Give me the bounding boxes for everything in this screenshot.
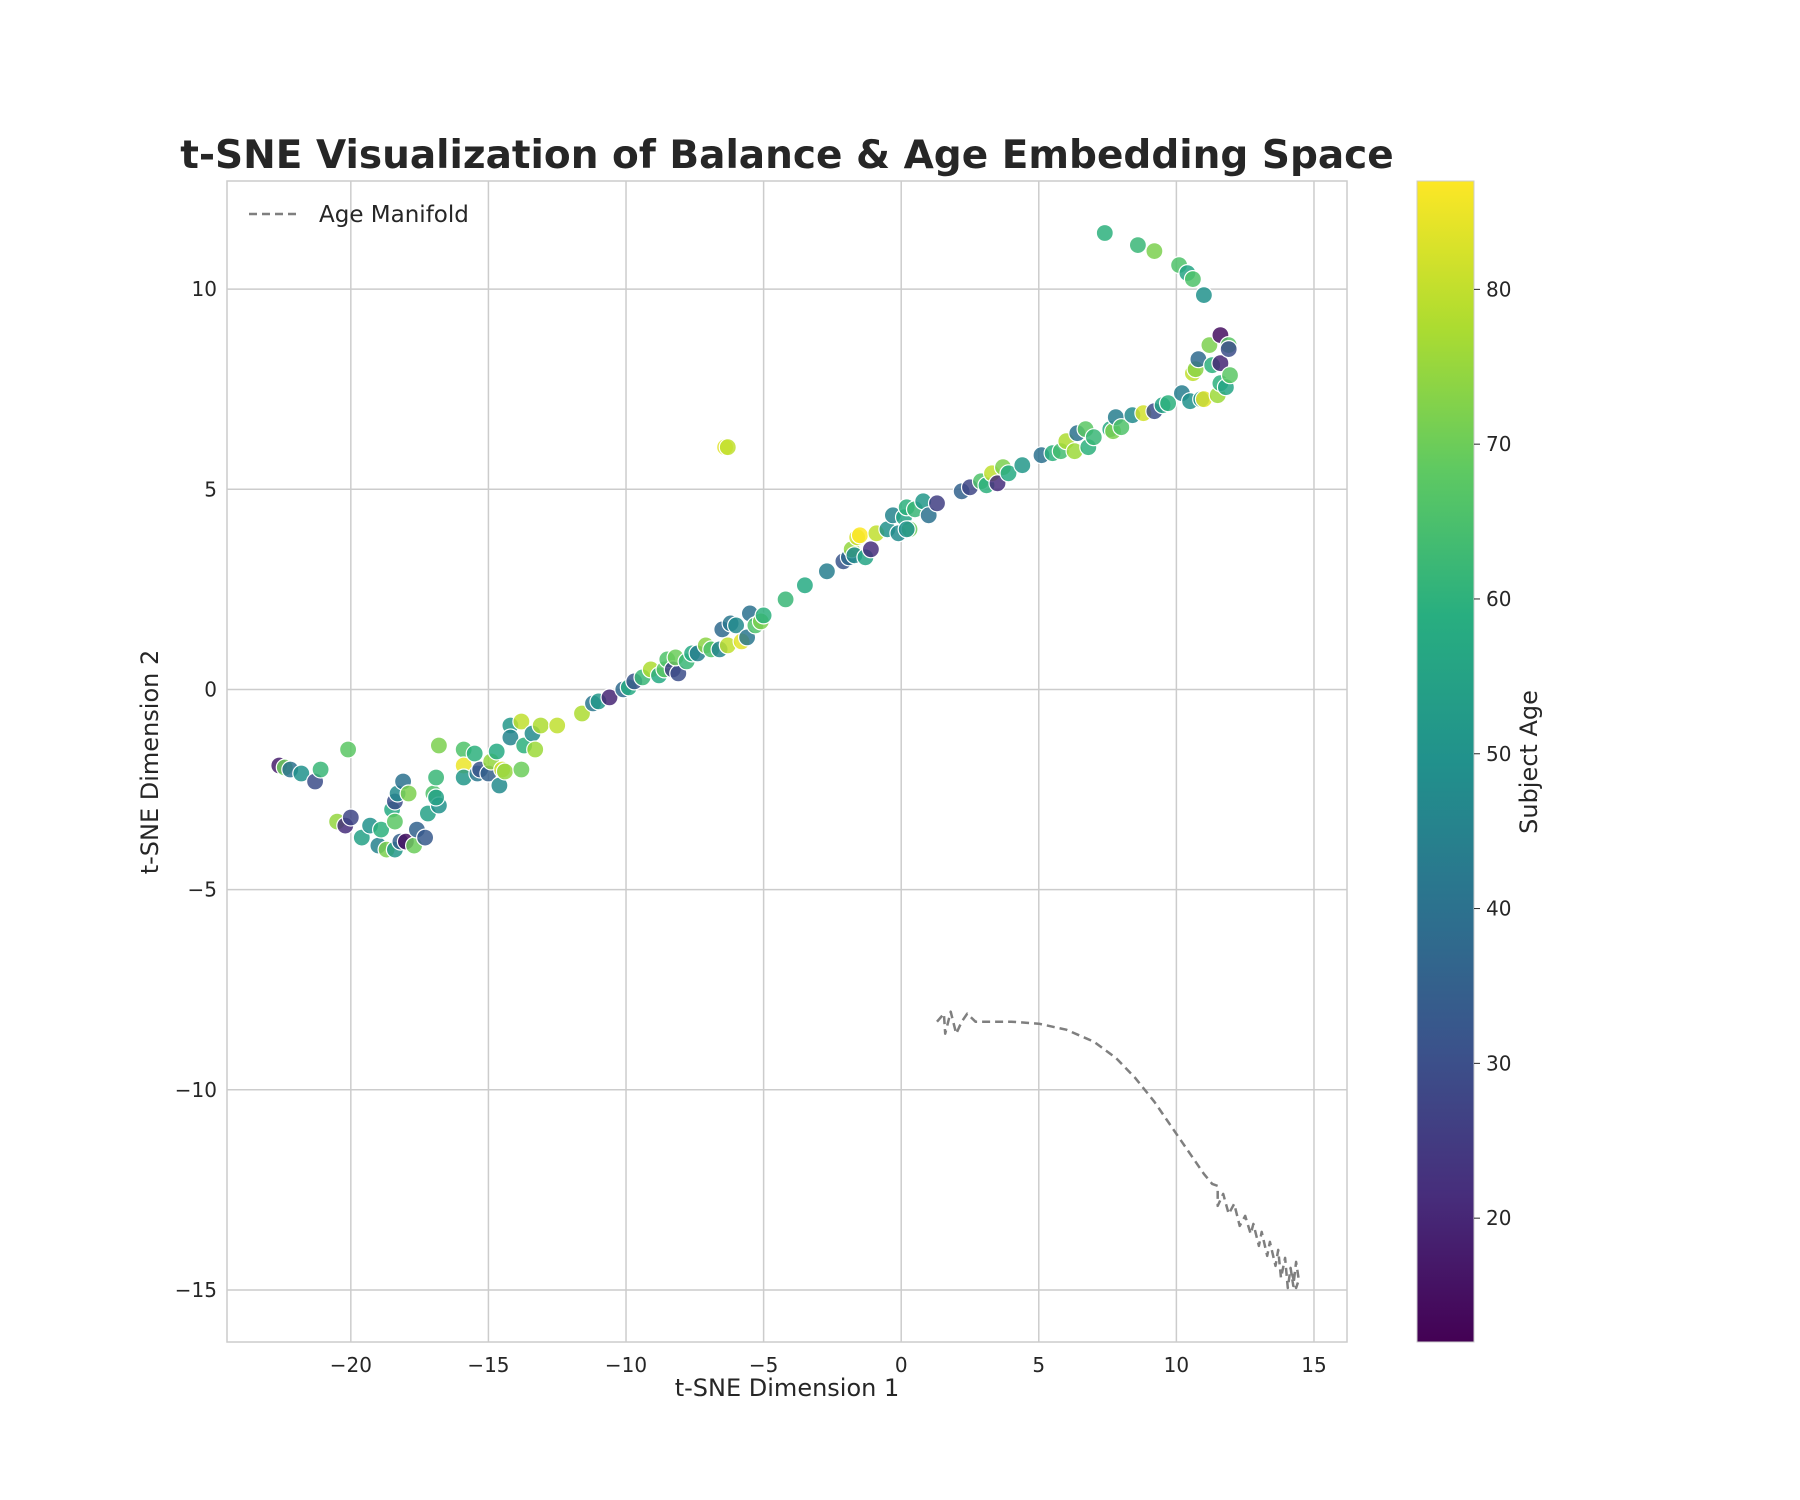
colorbar-tick-label: 50 bbox=[1486, 742, 1511, 766]
scatter-point bbox=[501, 728, 520, 747]
scatter-point bbox=[1194, 286, 1214, 305]
scatter-point bbox=[927, 494, 947, 513]
scatter-point bbox=[341, 808, 360, 827]
scatter-point bbox=[861, 540, 881, 559]
x-axis-ticks: −20 −15 −10 −5 0 5 10 15 bbox=[330, 1353, 1327, 1377]
y-tick-label: −15 bbox=[175, 1278, 217, 1302]
scatter-point bbox=[385, 812, 404, 831]
scatter-point bbox=[427, 788, 446, 807]
scatter-point bbox=[548, 716, 567, 735]
scatter-point bbox=[1145, 242, 1164, 261]
scatter-point bbox=[850, 526, 870, 545]
scatter-point bbox=[339, 740, 358, 759]
scatter-point bbox=[1183, 270, 1203, 289]
scatter-point bbox=[1128, 236, 1148, 255]
scatter-point bbox=[1112, 418, 1131, 437]
colorbar-tick-label: 20 bbox=[1486, 1206, 1511, 1230]
scatter-point bbox=[429, 736, 448, 755]
scatter-point bbox=[465, 744, 484, 763]
scatter-point bbox=[754, 606, 773, 625]
manifold-line-group bbox=[936, 1010, 1301, 1290]
scatter-point bbox=[427, 768, 446, 787]
colorbar-tick-label: 60 bbox=[1486, 587, 1511, 611]
scatter-point bbox=[726, 616, 746, 635]
age-manifold-line bbox=[936, 1010, 1301, 1290]
grid-lines bbox=[227, 181, 1347, 1342]
x-tick-label: −10 bbox=[605, 1353, 647, 1377]
x-tick-label: −5 bbox=[749, 1353, 778, 1377]
y-tick-label: 10 bbox=[192, 277, 217, 301]
y-tick-label: 5 bbox=[204, 477, 217, 501]
scatter-point bbox=[512, 760, 531, 779]
y-tick-label: 0 bbox=[204, 677, 217, 701]
colorbar-tick-label: 80 bbox=[1486, 277, 1511, 301]
scatter-point bbox=[1220, 366, 1240, 385]
y-axis-ticks: −15 −10 −5 0 5 10 bbox=[175, 277, 217, 1302]
x-tick-label: −20 bbox=[330, 1353, 372, 1377]
scatter-point bbox=[1013, 456, 1032, 475]
scatter-point bbox=[817, 562, 837, 581]
scatter-point bbox=[718, 438, 737, 457]
plot-frame bbox=[226, 180, 1348, 1343]
x-tick-label: −15 bbox=[467, 1353, 509, 1377]
y-tick-label: −10 bbox=[175, 1078, 217, 1102]
scatter-point bbox=[311, 760, 330, 779]
scatter-point bbox=[1211, 354, 1230, 373]
x-tick-label: 15 bbox=[1301, 1353, 1326, 1377]
scatter-point bbox=[776, 590, 795, 609]
scatter-point bbox=[512, 712, 531, 731]
x-tick-label: 0 bbox=[895, 1353, 908, 1377]
scatter-point bbox=[1084, 428, 1103, 447]
chart-title: t-SNE Visualization of Balance & Age Emb… bbox=[180, 133, 1394, 178]
colorbar-tick-label: 40 bbox=[1486, 897, 1511, 921]
scatter-point bbox=[416, 828, 435, 847]
scatter-point bbox=[897, 520, 916, 539]
scatter-point bbox=[531, 716, 550, 735]
colorbar: 20 30 40 50 60 70 80 Subject Age bbox=[1416, 180, 1543, 1343]
scatter-point bbox=[1158, 394, 1178, 413]
colorbar-tick-label: 30 bbox=[1486, 1051, 1511, 1075]
scatter-point bbox=[600, 688, 619, 707]
scatter-point bbox=[495, 762, 514, 781]
x-tick-label: 5 bbox=[1032, 1353, 1045, 1377]
scatter-point bbox=[1095, 223, 1114, 243]
colorbar-label: Subject Age bbox=[1515, 690, 1543, 834]
scatter-point bbox=[526, 740, 545, 759]
colorbar-ticks: 20 30 40 50 60 70 80 bbox=[1474, 277, 1511, 1230]
scatter-point bbox=[1219, 340, 1238, 359]
scatter-points bbox=[270, 223, 1240, 859]
scatter-point bbox=[292, 764, 311, 783]
colorbar-gradient bbox=[1416, 180, 1475, 1343]
scatter-point bbox=[399, 784, 418, 803]
colorbar-tick-label: 70 bbox=[1486, 432, 1511, 456]
y-axis-label: t-SNE Dimension 2 bbox=[136, 650, 164, 875]
x-axis-label: t-SNE Dimension 1 bbox=[675, 1374, 900, 1402]
y-tick-label: −5 bbox=[188, 878, 217, 902]
scatter-point bbox=[372, 820, 391, 839]
legend-label: Age Manifold bbox=[319, 202, 469, 228]
scatter-point bbox=[999, 464, 1018, 483]
scatter-point bbox=[795, 576, 815, 595]
scatter-point bbox=[487, 742, 506, 761]
x-tick-label: 10 bbox=[1164, 1353, 1189, 1377]
legend: Age Manifold bbox=[249, 202, 469, 228]
